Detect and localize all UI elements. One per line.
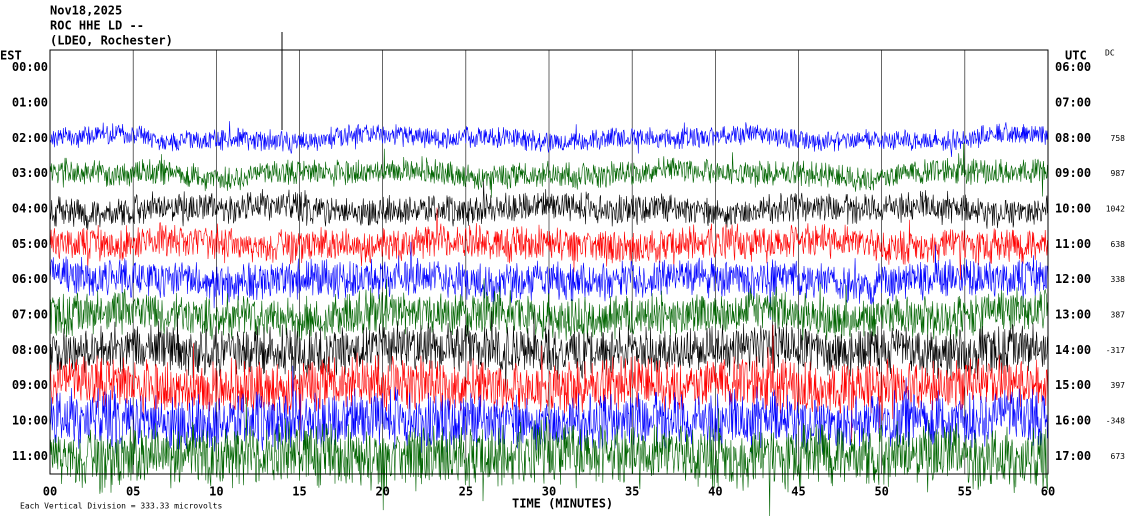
est-label: 02:00: [12, 131, 48, 145]
x-tick-label: 00: [43, 485, 57, 499]
utc-label: 12:00: [1055, 272, 1091, 286]
x-tick-label: 50: [874, 485, 888, 499]
trace: [49, 207, 1049, 280]
utc-label: 11:00: [1055, 237, 1091, 251]
x-tick-label: 20: [375, 485, 389, 499]
x-tick-label: 60: [1041, 485, 1055, 499]
trace: [49, 278, 1049, 346]
dc-value: 338: [1111, 275, 1126, 284]
x-tick-label: 10: [209, 485, 223, 499]
est-label: 00:00: [12, 60, 48, 74]
x-tick-label: 55: [958, 485, 972, 499]
dc-value: 987: [1111, 169, 1126, 178]
x-tick-label: 30: [542, 485, 556, 499]
utc-label: 16:00: [1055, 414, 1091, 428]
dc-value: 673: [1111, 452, 1126, 461]
utc-label: 13:00: [1055, 308, 1091, 322]
est-label: 08:00: [12, 343, 48, 357]
est-label: 03:00: [12, 166, 48, 180]
trace: [49, 324, 1049, 443]
est-label: 09:00: [12, 378, 48, 392]
dc-value: 1042: [1106, 205, 1125, 214]
trace: [49, 121, 1049, 158]
utc-label: 08:00: [1055, 131, 1091, 145]
est-label: 01:00: [12, 96, 48, 110]
est-label: 11:00: [12, 449, 48, 463]
est-label: 06:00: [12, 272, 48, 286]
x-tick-label: 45: [791, 485, 805, 499]
dc-value: -317: [1106, 346, 1125, 355]
footer: Each Vertical Division = 333.33 microvol…: [20, 502, 222, 511]
traces: [49, 32, 1049, 517]
dc-value: 387: [1111, 311, 1126, 320]
est-label: 04:00: [12, 202, 48, 216]
dc-label: DC: [1105, 49, 1115, 58]
utc-label: 06:00: [1055, 60, 1091, 74]
plot-frame: [49, 49, 1049, 475]
station: ROC HHE LD --: [50, 19, 144, 33]
trace: [49, 241, 1049, 320]
dc-value: 638: [1111, 240, 1126, 249]
est-label: 05:00: [12, 237, 48, 251]
trace: [49, 311, 1049, 392]
right-label: UTC: [1065, 49, 1087, 63]
dc-value: 397: [1111, 381, 1126, 390]
network: (LDEO, Rochester): [50, 34, 173, 48]
x-label: TIME (MINUTES): [512, 497, 613, 511]
est-label: 10:00: [12, 414, 48, 428]
x-tick-label: 40: [708, 485, 722, 499]
trace: [49, 397, 1049, 517]
utc-label: 17:00: [1055, 449, 1091, 463]
trace: [49, 181, 1048, 230]
est-label: 07:00: [12, 308, 48, 322]
dc-value: -348: [1106, 417, 1125, 426]
x-tick-label: 35: [625, 485, 639, 499]
utc-label: 07:00: [1055, 96, 1091, 110]
left-label: EST: [0, 49, 22, 63]
utc-label: 09:00: [1055, 166, 1091, 180]
trace: [49, 142, 1049, 198]
utc-label: 15:00: [1055, 378, 1091, 392]
utc-label: 14:00: [1055, 343, 1091, 357]
utc-label: 10:00: [1055, 202, 1091, 216]
x-tick-label: 25: [459, 485, 473, 499]
date: Nov18,2025: [50, 4, 122, 18]
x-tick-label: 05: [126, 485, 140, 499]
x-tick-label: 15: [292, 485, 306, 499]
dc-value: 758: [1111, 134, 1126, 143]
